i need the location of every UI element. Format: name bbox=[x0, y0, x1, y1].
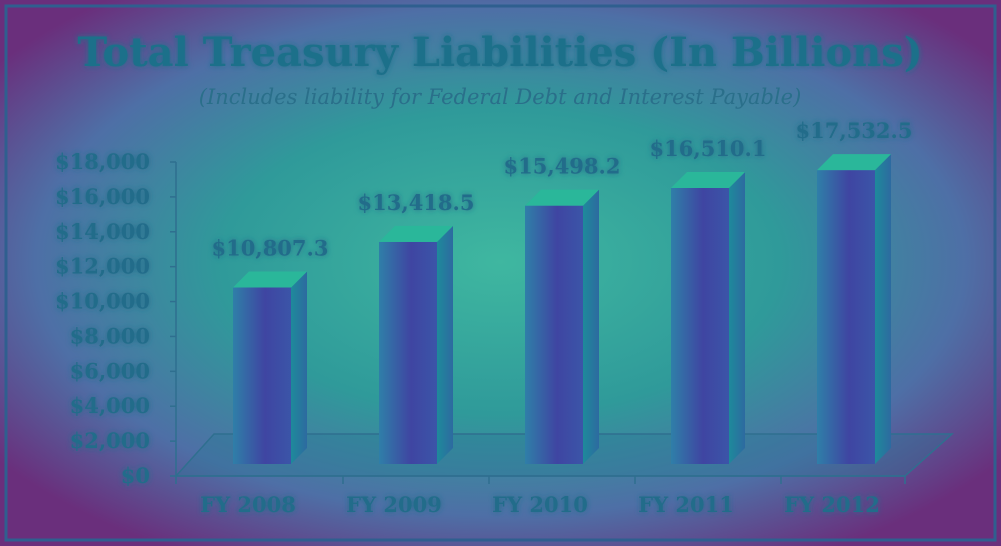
y-tick-label: $14,000 bbox=[55, 219, 150, 244]
bar bbox=[379, 225, 453, 464]
bar-front bbox=[525, 205, 583, 464]
y-tick-label: $0 bbox=[121, 463, 150, 488]
bar-front bbox=[817, 170, 875, 464]
data-label: $13,418.5 bbox=[358, 190, 475, 215]
bar-side bbox=[583, 189, 599, 464]
x-tick-label: FY 2009 bbox=[346, 492, 442, 517]
x-tick-label: FY 2011 bbox=[638, 492, 734, 517]
chart-frame bbox=[4, 4, 997, 542]
data-label: $17,532.5 bbox=[796, 118, 913, 143]
y-tick-label: $6,000 bbox=[70, 358, 150, 383]
y-tick-label: $2,000 bbox=[70, 428, 150, 453]
x-tick-label: FY 2012 bbox=[784, 492, 880, 517]
y-tick-label: $16,000 bbox=[55, 184, 150, 209]
data-label: $15,498.2 bbox=[504, 154, 621, 179]
x-tick-label: FY 2010 bbox=[492, 492, 588, 517]
bars: $10,807.3 $13,418.5 $15,498.2 $16,510.1 $17,… bbox=[212, 118, 913, 464]
y-axis: $0 $2,000 $4,000 $6,000 $8,000 $10,000 $12,000… bbox=[55, 149, 177, 488]
bar-top bbox=[379, 225, 453, 242]
bar-side bbox=[291, 271, 307, 464]
bar-top bbox=[817, 154, 891, 171]
bar bbox=[671, 171, 745, 464]
x-tick-label: FY 2008 bbox=[200, 492, 296, 517]
chart-title: Total Treasury Liabilities (In Billions) bbox=[77, 29, 922, 76]
y-tick-label: $4,000 bbox=[70, 393, 150, 418]
bar-side bbox=[875, 154, 891, 464]
y-tick-label: $12,000 bbox=[55, 254, 150, 279]
bar-side bbox=[729, 171, 745, 464]
bar-side bbox=[437, 225, 453, 464]
bar-top bbox=[233, 271, 307, 288]
bar bbox=[525, 189, 599, 464]
x-axis: FY 2008 FY 2009 FY 2010 FY 2011 FY 2012 bbox=[175, 475, 906, 517]
bar-front bbox=[671, 187, 729, 464]
data-label: $10,807.3 bbox=[212, 235, 329, 260]
bar bbox=[817, 154, 891, 464]
chart-subtitle: (Includes liability for Federal Debt and… bbox=[199, 85, 802, 109]
y-tick-label: $18,000 bbox=[55, 149, 150, 174]
y-tick-label: $8,000 bbox=[70, 323, 150, 348]
bar-top bbox=[671, 171, 745, 188]
bar-front bbox=[233, 287, 291, 464]
data-label: $16,510.1 bbox=[650, 136, 767, 161]
bar bbox=[233, 271, 307, 464]
bar-front bbox=[379, 241, 437, 464]
bar-top bbox=[525, 189, 599, 206]
y-tick-label: $10,000 bbox=[55, 289, 150, 314]
